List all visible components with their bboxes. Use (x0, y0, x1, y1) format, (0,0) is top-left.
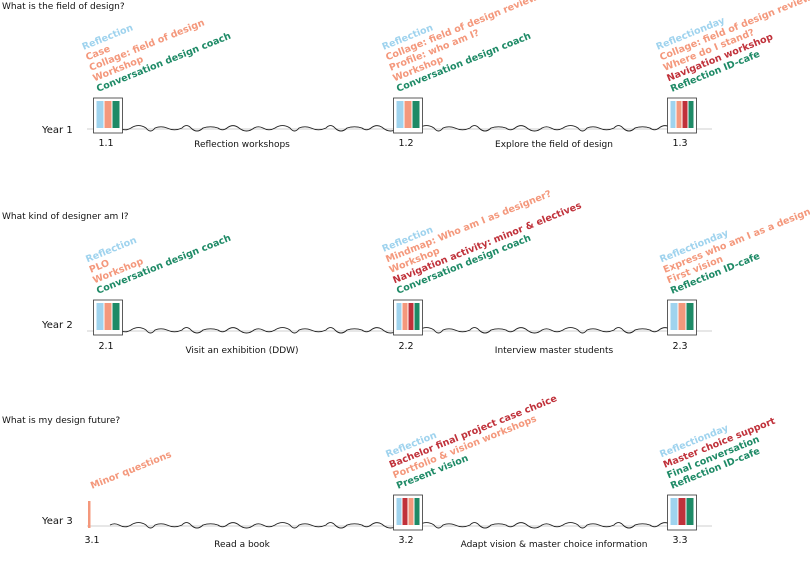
milestone-bar (96, 101, 104, 128)
milestone-bar (104, 303, 112, 330)
milestone-bar (414, 498, 420, 525)
milestone-bar (112, 303, 120, 330)
milestone-bar (682, 101, 688, 128)
milestone-number: 3.1 (84, 535, 99, 546)
milestone-number: 2.3 (672, 341, 687, 352)
milestone-number: 1.3 (672, 138, 687, 149)
milestone-bar (396, 101, 404, 128)
milestone-bar (88, 501, 91, 528)
year-label: Year 3 (41, 516, 73, 527)
milestone-bar (408, 303, 414, 330)
milestone-number: 1.2 (398, 138, 413, 149)
milestone-bar (678, 303, 686, 330)
milestone-bar (686, 498, 694, 525)
milestone-bar (676, 101, 682, 128)
timeline-activity: Read a book (214, 540, 271, 550)
milestone-bar (670, 498, 678, 525)
milestone-label: Bachelor final project case choice (388, 393, 559, 471)
milestone-bar (670, 303, 678, 330)
milestone-bar (686, 303, 694, 330)
timeline-activity: Reflection workshops (194, 140, 290, 150)
year-label: Year 2 (41, 320, 73, 331)
milestone-number: 3.3 (672, 535, 687, 546)
timeline-activity: Explore the field of design (495, 140, 613, 150)
milestone-bar (408, 498, 414, 525)
milestone-bar (112, 101, 120, 128)
milestone-bar (402, 498, 408, 525)
year-row-3: What is my design future? Year 3 Read a bo… (2, 393, 777, 550)
milestone-bar (412, 101, 420, 128)
milestone-bar (402, 303, 408, 330)
milestone-bar (688, 101, 694, 128)
timeline-activity: Adapt vision & master choice information (461, 540, 648, 550)
timeline-activity: Visit an exhibition (DDW) (185, 346, 298, 356)
milestone-number: 2.2 (398, 341, 413, 352)
milestone-bar (678, 498, 686, 525)
year-label: Year 1 (41, 125, 73, 136)
milestone-number: 2.1 (98, 341, 113, 352)
milestone-bar (396, 303, 402, 330)
row-question: What kind of designer am I? (2, 212, 129, 222)
milestone-number: 1.1 (98, 138, 113, 149)
milestone-bar (670, 101, 676, 128)
year-row-2: What kind of designer am I? Year 2 Visit a… (2, 188, 810, 356)
milestone-bar (404, 101, 412, 128)
milestone-number: 3.2 (398, 535, 413, 546)
row-question: What is the field of design? (2, 2, 125, 12)
milestone-3-1: 3.1 Minor questions (84, 449, 173, 546)
row-question: What is my design future? (2, 416, 120, 426)
milestone-bar (104, 101, 112, 128)
milestone-bar (396, 498, 402, 525)
year-row-1: What is the field of design? Year 1 Reflec… (2, 0, 810, 150)
timeline-activity: Interview master students (495, 346, 614, 356)
milestone-bar (96, 303, 104, 330)
milestone-bar (414, 303, 420, 330)
milestone-label: Minor questions (89, 449, 174, 492)
